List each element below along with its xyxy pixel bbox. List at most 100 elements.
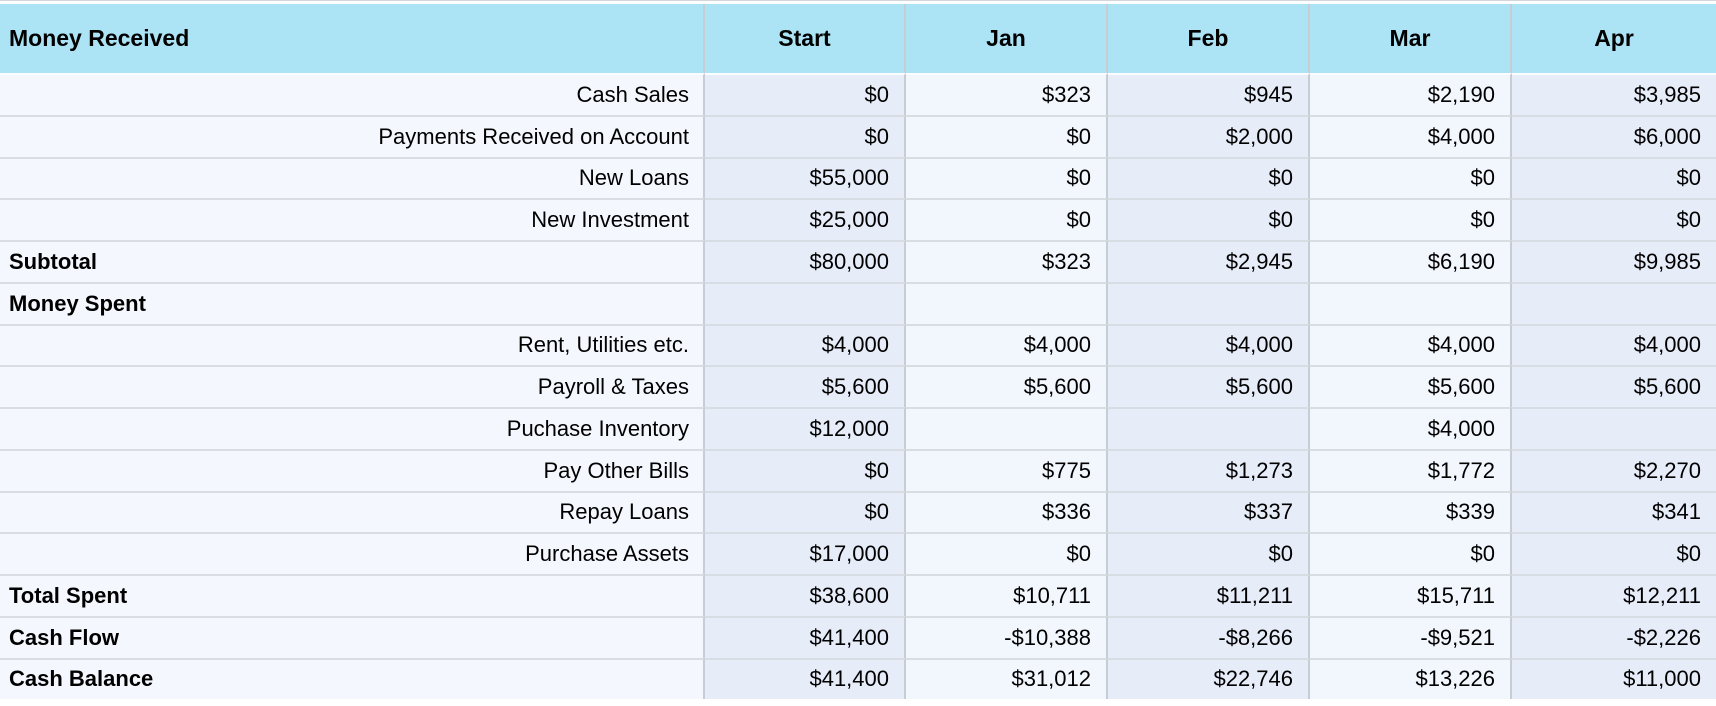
value-cell[interactable]: $0 [1310,198,1512,240]
value-cell[interactable]: -$8,266 [1108,615,1310,658]
value-cell[interactable]: $1,273 [1108,448,1310,491]
value-cell[interactable]: $13,226 [1310,657,1512,700]
row-label-cell[interactable]: Payroll & Taxes [0,365,705,407]
value-cell[interactable] [1108,407,1310,449]
value-cell[interactable]: $2,945 [1108,240,1310,282]
value-cell[interactable]: $0 [705,490,906,533]
table-row: New Loans $55,000 $0 $0 $0 $0 [0,156,1716,199]
value-cell[interactable]: $11,211 [1108,574,1310,616]
header-cell-apr[interactable]: Apr [1512,4,1716,73]
row-label-cell[interactable]: Payments Received on Account [0,114,705,157]
value-cell[interactable]: $5,600 [1512,365,1716,407]
value-cell[interactable]: $0 [705,114,906,157]
value-cell[interactable]: $4,000 [1108,323,1310,366]
value-cell[interactable]: $2,190 [1310,73,1512,115]
value-cell[interactable]: $5,600 [705,365,906,407]
value-cell[interactable] [1108,281,1310,324]
value-cell[interactable]: $4,000 [1310,323,1512,366]
row-label-cell[interactable]: New Loans [0,156,705,199]
header-cell-jan[interactable]: Jan [906,4,1108,73]
value-cell[interactable]: $0 [1512,198,1716,240]
value-cell[interactable] [906,281,1108,324]
value-cell[interactable]: $0 [1512,532,1716,574]
value-cell[interactable]: $0 [906,114,1108,157]
value-cell[interactable]: $22,746 [1108,657,1310,700]
value-cell[interactable]: $80,000 [705,240,906,282]
value-cell[interactable] [705,281,906,324]
value-cell[interactable]: $1,772 [1310,448,1512,491]
value-cell[interactable]: $339 [1310,490,1512,533]
row-label-cell[interactable]: Purchase Assets [0,532,705,574]
value-cell[interactable]: $15,711 [1310,574,1512,616]
value-cell[interactable]: -$9,521 [1310,615,1512,658]
value-cell[interactable]: $17,000 [705,532,906,574]
value-cell[interactable]: $0 [1108,198,1310,240]
row-label-cell[interactable]: Rent, Utilities etc. [0,323,705,366]
value-cell[interactable]: $12,000 [705,407,906,449]
value-cell[interactable]: $3,985 [1512,73,1716,115]
row-label-cell[interactable]: New Investment [0,198,705,240]
row-label-cell[interactable]: Puchase Inventory [0,407,705,449]
value-cell[interactable]: -$2,226 [1512,615,1716,658]
value-cell[interactable]: $323 [906,73,1108,115]
value-cell[interactable]: $323 [906,240,1108,282]
value-cell[interactable]: $55,000 [705,156,906,199]
value-cell[interactable]: $0 [1108,532,1310,574]
table-row: Payments Received on Account $0 $0 $2,000 $4… [0,114,1716,157]
row-label-cell[interactable]: Pay Other Bills [0,448,705,491]
header-cell-mar[interactable]: Mar [1310,4,1512,73]
value-cell[interactable]: -$10,388 [906,615,1108,658]
row-label-cell[interactable]: Cash Flow [0,615,705,658]
value-cell[interactable] [906,407,1108,449]
value-cell[interactable]: $41,400 [705,615,906,658]
value-cell[interactable] [1310,281,1512,324]
row-label-cell[interactable]: Total Spent [0,574,705,616]
value-cell[interactable]: $4,000 [906,323,1108,366]
value-cell[interactable]: $0 [705,73,906,115]
header-cell-start[interactable]: Start [705,4,906,73]
value-cell[interactable]: $337 [1108,490,1310,533]
value-cell[interactable] [1512,281,1716,324]
header-cell-feb[interactable]: Feb [1108,4,1310,73]
value-cell[interactable]: $11,000 [1512,657,1716,700]
value-cell[interactable]: $9,985 [1512,240,1716,282]
row-label-cell[interactable]: Subtotal [0,240,705,282]
value-cell[interactable]: $0 [906,198,1108,240]
value-cell[interactable]: $0 [1310,156,1512,199]
value-cell[interactable]: $2,000 [1108,114,1310,157]
value-cell[interactable]: $4,000 [705,323,906,366]
value-cell[interactable]: $775 [906,448,1108,491]
row-label-cell[interactable]: Repay Loans [0,490,705,533]
value-cell[interactable]: $0 [906,532,1108,574]
value-cell[interactable]: $6,190 [1310,240,1512,282]
value-cell[interactable]: $6,000 [1512,114,1716,157]
value-cell[interactable]: $5,600 [906,365,1108,407]
value-cell[interactable]: $4,000 [1512,323,1716,366]
value-cell[interactable]: $10,711 [906,574,1108,616]
value-cell[interactable]: $0 [705,448,906,491]
value-cell[interactable]: $5,600 [1108,365,1310,407]
value-cell[interactable]: $2,270 [1512,448,1716,491]
value-cell[interactable]: $336 [906,490,1108,533]
header-cell-money-received[interactable]: Money Received [0,4,705,73]
value-cell[interactable]: $4,000 [1310,407,1512,449]
value-cell[interactable]: $12,211 [1512,574,1716,616]
value-cell[interactable] [1512,407,1716,449]
row-label-cell[interactable]: Money Spent [0,281,705,324]
value-cell[interactable]: $341 [1512,490,1716,533]
value-cell[interactable]: $945 [1108,73,1310,115]
value-cell[interactable]: $41,400 [705,657,906,700]
value-cell[interactable]: $31,012 [906,657,1108,700]
value-cell[interactable]: $4,000 [1310,114,1512,157]
value-cell[interactable]: $0 [1310,532,1512,574]
value-cell[interactable]: $5,600 [1310,365,1512,407]
value-cell[interactable]: $0 [906,156,1108,199]
table-row: Payroll & Taxes $5,600 $5,600 $5,600 $5,600 $… [0,365,1716,407]
row-label-cell[interactable]: Cash Sales [0,73,705,115]
value-cell[interactable]: $0 [1108,156,1310,199]
value-cell[interactable]: $0 [1512,156,1716,199]
value-cell[interactable]: $38,600 [705,574,906,616]
row-label-cell[interactable]: Cash Balance [0,657,705,700]
value-cell[interactable]: $25,000 [705,198,906,240]
